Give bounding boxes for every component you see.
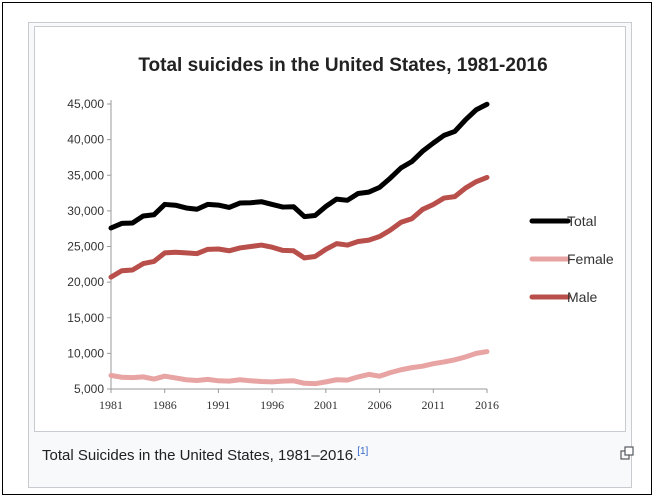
- y-tick-label: 45,000: [67, 97, 104, 111]
- y-tick-label: 10,000: [67, 346, 104, 360]
- reference-link[interactable]: [1]: [357, 446, 369, 457]
- figure-caption: Total Suicides in the United States, 198…: [42, 446, 582, 470]
- x-tick-label: 2001: [314, 398, 338, 412]
- x-tick-label: 1991: [206, 398, 230, 412]
- y-tick-label: 35,000: [67, 168, 104, 182]
- legend-label-female: Female: [567, 251, 614, 267]
- chart-title: Total suicides in the United States, 198…: [138, 55, 547, 76]
- legend-label-male: Male: [567, 289, 598, 305]
- legend-label-total: Total: [567, 213, 597, 229]
- y-tick-label: 25,000: [67, 240, 104, 254]
- enlarge-icon[interactable]: [620, 446, 634, 460]
- y-tick-label: 30,000: [67, 204, 104, 218]
- series-line-female: [108, 349, 490, 387]
- y-tick-label: 15,000: [67, 311, 104, 325]
- x-tick-label: 1996: [260, 398, 284, 412]
- chart-image[interactable]: Total suicides in the United States, 198…: [34, 26, 626, 432]
- series-line-total: [108, 101, 490, 231]
- x-tick-label: 2016: [475, 398, 499, 412]
- y-tick-label: 20,000: [67, 275, 104, 289]
- y-tick-label: 40,000: [67, 133, 104, 147]
- chart-svg: Total suicides in the United States, 198…: [67, 55, 614, 412]
- x-tick-label: 1981: [99, 398, 123, 412]
- x-tick-label: 2006: [368, 398, 392, 412]
- y-tick-label: 5,000: [74, 382, 104, 396]
- caption-text: Total Suicides in the United States, 198…: [42, 447, 358, 464]
- series-line-male: [108, 174, 490, 280]
- x-tick-label: 2011: [422, 398, 446, 412]
- x-tick-label: 1986: [153, 398, 177, 412]
